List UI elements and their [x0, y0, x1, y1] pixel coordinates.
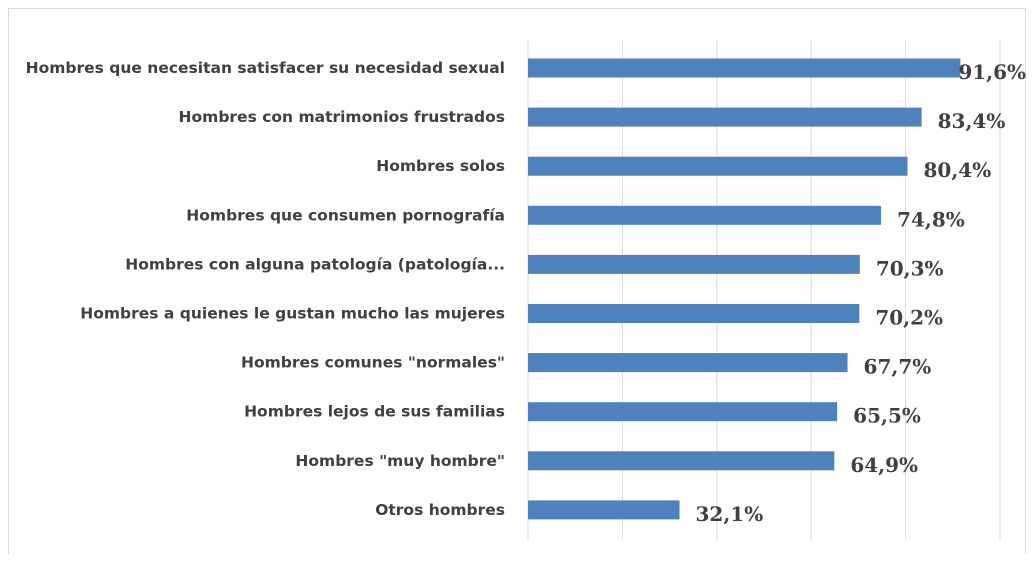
category-label: Hombres lejos de sus familias	[244, 403, 505, 421]
value-label: 67,7%	[864, 355, 932, 379]
value-label: 91,6%	[958, 60, 1026, 84]
category-label: Hombres con matrimonios frustrados	[179, 108, 505, 126]
bar	[528, 304, 860, 323]
bar	[528, 451, 835, 471]
category-label: Hombres solos	[376, 157, 505, 175]
bars	[528, 58, 961, 520]
category-label: Hombres a quienes le gustan mucho las mu…	[80, 305, 505, 323]
category-label: Hombres con alguna patología (patología.…	[125, 255, 505, 273]
value-label: 74,8%	[897, 207, 965, 231]
value-label: 80,4%	[923, 158, 991, 182]
bar	[528, 500, 680, 520]
bar	[528, 156, 908, 176]
category-label: Otros hombres	[375, 501, 505, 519]
category-label: Hombres comunes "normales"	[241, 354, 505, 372]
value-labels: 91,6% 83,4% 80,4% 74,8% 70,3% 70,2% 67,7% 65,5%…	[696, 60, 1027, 526]
value-label: 65,5%	[853, 404, 921, 428]
bar	[528, 58, 961, 78]
chart-frame	[8, 8, 1026, 554]
bar	[528, 205, 882, 225]
bar	[528, 254, 860, 274]
bar	[528, 107, 922, 127]
bar	[528, 402, 838, 422]
value-label: 64,9%	[850, 453, 918, 477]
value-label: 83,4%	[938, 109, 1006, 133]
category-label: Hombres que necesitan satisfacer su nece…	[26, 59, 505, 77]
bar	[528, 353, 848, 373]
value-label: 70,2%	[875, 306, 943, 330]
value-label: 32,1%	[696, 502, 764, 526]
category-label: Hombres que consumen pornografía	[186, 206, 505, 224]
category-label: Hombres "muy hombre"	[295, 452, 505, 470]
value-label: 70,3%	[876, 256, 944, 280]
category-labels: Hombres que necesitan satisfacer su nece…	[26, 59, 505, 519]
